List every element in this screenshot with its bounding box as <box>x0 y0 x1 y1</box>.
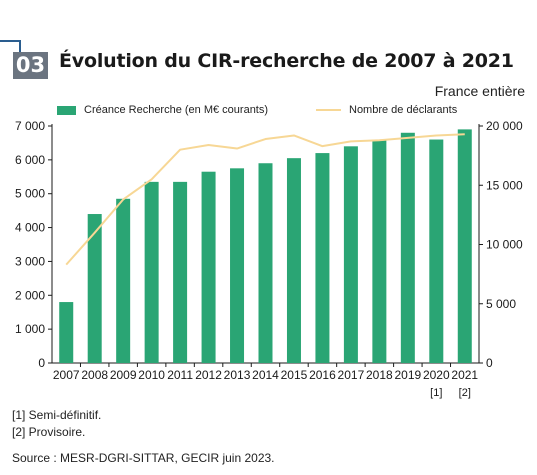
legend-bar-swatch <box>57 105 76 115</box>
legend-bars-label: Créance Recherche (en M€ courants) <box>84 104 269 116</box>
x-tick-label: 2008 <box>81 368 108 382</box>
x-tick-label: 2017 <box>338 368 365 382</box>
chart-title: Évolution du CIR-recherche de 2007 à 202… <box>59 50 514 72</box>
bar <box>286 158 301 363</box>
corner-accent-vertical <box>19 40 21 58</box>
source-note: Source : MESR-DGRI-SITTAR, GECIR juin 20… <box>12 451 275 465</box>
bar <box>372 139 387 363</box>
legend-bars: Créance Recherche (en M€ courants) <box>57 104 268 116</box>
corner-accent-horizontal <box>0 40 19 42</box>
bar <box>315 153 330 363</box>
x-tick-label: 2020 <box>423 368 450 382</box>
y-right-tick-label: 10 000 <box>486 238 523 252</box>
line-series <box>65 133 465 266</box>
x-tick-label: 2007 <box>53 368 80 382</box>
x-tick-label: 2009 <box>110 368 137 382</box>
footnote-1: [1] Semi-définitif. <box>12 408 102 422</box>
x-tick-label: 2011 <box>167 368 193 382</box>
y-left-tick-label: 0 <box>38 356 45 370</box>
x-category-note: [2] <box>459 387 471 399</box>
bar <box>201 171 216 363</box>
x-tick-label: 2015 <box>281 368 308 382</box>
bar <box>173 181 188 363</box>
x-tick-label: 2018 <box>366 368 393 382</box>
bar <box>258 163 273 363</box>
bar <box>59 302 74 363</box>
figure-number-badge: 03 <box>13 52 48 79</box>
bar <box>343 146 358 363</box>
x-tick-label: 2021 <box>451 368 478 382</box>
legend-line-swatch <box>316 109 341 111</box>
x-tick-label: 2019 <box>394 368 421 382</box>
y-right-tick-label: 15 000 <box>486 178 523 192</box>
y-left-tick-label: 4 000 <box>15 221 45 235</box>
bar <box>457 129 472 363</box>
y-left-tick-label: 1 000 <box>15 322 45 336</box>
bar <box>116 198 131 363</box>
legend-line-label: Nombre de déclarants <box>349 104 458 116</box>
y-left-tick-label: 2 000 <box>15 288 45 302</box>
x-category-note: [1] <box>430 387 442 399</box>
bar <box>230 168 245 363</box>
x-tick-label: 2010 <box>138 368 165 382</box>
y-left-tick-label: 6 000 <box>15 153 45 167</box>
y-left-tick-label: 7 000 <box>15 119 45 133</box>
y-right-tick-label: 0 <box>486 356 493 370</box>
x-tick-label: 2014 <box>252 368 279 382</box>
scope-label: France entière <box>434 83 525 99</box>
legend-line: Nombre de déclarants <box>316 104 457 116</box>
x-tick-label: 2016 <box>309 368 336 382</box>
bar <box>400 132 415 363</box>
y-left-tick-label: 3 000 <box>15 254 45 268</box>
y-right-tick-label: 20 000 <box>486 119 523 133</box>
y-right-tick-label: 5 000 <box>486 297 516 311</box>
y-left-tick-label: 5 000 <box>15 187 45 201</box>
footnote-2: [2] Provisoire. <box>12 425 86 439</box>
bar <box>429 139 444 363</box>
bar <box>144 181 159 363</box>
x-tick-label: 2013 <box>224 368 251 382</box>
bar <box>87 214 102 363</box>
x-tick-label: 2012 <box>195 368 222 382</box>
